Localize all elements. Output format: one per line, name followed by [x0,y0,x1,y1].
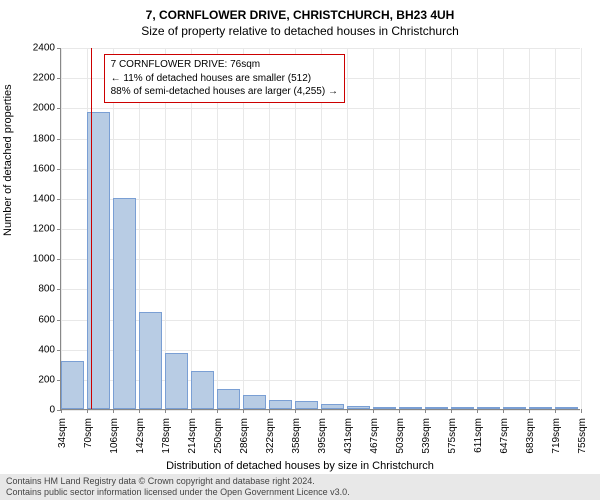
histogram-bar [373,407,396,409]
gridline-v [529,48,530,409]
x-tick-mark [269,409,270,413]
histogram-bar [165,353,188,409]
x-tick-mark [477,409,478,413]
x-tick-mark [217,409,218,413]
x-axis-label: Distribution of detached houses by size … [0,460,600,472]
histogram-bar [243,395,266,409]
gridline-v [503,48,504,409]
annotation-line3: 88% of semi-detached houses are larger (… [111,85,338,99]
x-tick-mark [399,409,400,413]
histogram-bar [321,404,344,409]
y-axis-label: Number of detached properties [2,84,14,236]
footer: Contains HM Land Registry data © Crown c… [0,474,600,500]
x-tick-mark [555,409,556,413]
gridline-v [477,48,478,409]
gridline-v [581,48,582,409]
histogram-bar [503,407,526,409]
x-tick-mark [243,409,244,413]
footer-line1: Contains HM Land Registry data © Crown c… [6,476,594,487]
gridline-v [555,48,556,409]
x-tick-mark [451,409,452,413]
y-tick-label: 800 [38,284,55,295]
histogram-bar [347,406,370,409]
annotation-box: 7 CORNFLOWER DRIVE: 76sqm← 11% of detach… [104,54,345,103]
y-tick-label: 600 [38,314,55,325]
gridline-v [425,48,426,409]
x-tick-mark [503,409,504,413]
chart-title-line1: 7, CORNFLOWER DRIVE, CHRISTCHURCH, BH23 … [0,8,600,22]
histogram-bar [451,407,474,409]
y-tick-label: 200 [38,374,55,385]
histogram-bar [295,401,318,409]
x-tick-mark [139,409,140,413]
gridline-v [347,48,348,409]
property-marker-line [91,48,92,409]
histogram-bar [529,407,552,409]
y-tick-label: 1200 [33,224,55,235]
plot-area: 7 CORNFLOWER DRIVE: 76sqm← 11% of detach… [60,48,580,410]
y-tick-label: 1800 [33,133,55,144]
x-tick-mark [373,409,374,413]
gridline-v [61,48,62,409]
gridline-v [373,48,374,409]
gridline-v [451,48,452,409]
chart-title-line2: Size of property relative to detached ho… [0,24,600,38]
y-tick-label: 400 [38,344,55,355]
annotation-line1: 7 CORNFLOWER DRIVE: 76sqm [111,58,338,72]
histogram-bar [399,407,422,409]
y-tick-label: 1600 [33,163,55,174]
footer-line2: Contains public sector information licen… [6,487,594,498]
x-tick-mark [113,409,114,413]
x-tick-mark [321,409,322,413]
histogram-bar [269,400,292,409]
y-tick-label: 1400 [33,193,55,204]
x-tick-mark [425,409,426,413]
y-tick-label: 2000 [33,103,55,114]
x-tick-mark [165,409,166,413]
histogram-bar [425,407,448,409]
y-tick-label: 1000 [33,254,55,265]
x-tick-mark [581,409,582,413]
x-tick-mark [61,409,62,413]
annotation-line2: ← 11% of detached houses are smaller (51… [111,72,338,86]
histogram-bar [191,371,214,409]
histogram-bar [217,389,240,409]
y-tick-label: 0 [49,405,55,416]
x-tick-mark [347,409,348,413]
histogram-bar [113,198,136,409]
y-tick-label: 2200 [33,73,55,84]
y-tick-label: 2400 [33,43,55,54]
histogram-bar [555,407,578,409]
histogram-bar [61,361,84,409]
x-tick-mark [87,409,88,413]
x-tick-mark [191,409,192,413]
x-tick-mark [295,409,296,413]
histogram-bar [139,312,162,409]
gridline-v [399,48,400,409]
x-tick-mark [529,409,530,413]
histogram-bar [477,407,500,409]
